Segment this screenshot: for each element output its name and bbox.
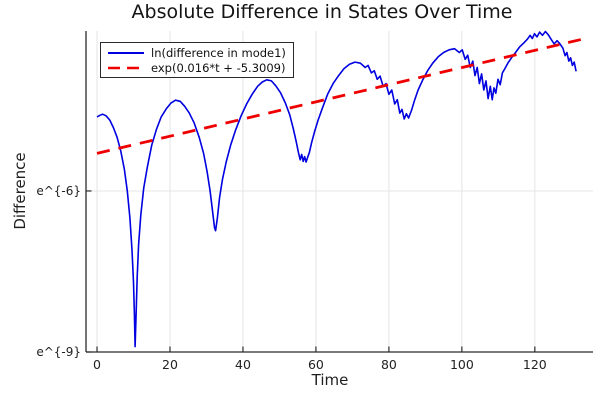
x-tick-label-100: 100 — [450, 357, 474, 372]
x-tick-label-20: 20 — [162, 357, 178, 372]
legend-label-fit-series: exp(0.016*t + -5.3009) — [151, 60, 286, 75]
y-tick-label--9: e^{-9} — [36, 345, 81, 359]
legend-item-data-series: ln(difference in mode1) — [107, 45, 287, 60]
legend-label-data-series: ln(difference in mode1) — [151, 45, 286, 60]
x-tick-label-0: 0 — [93, 357, 101, 372]
x-tick-label-40: 40 — [235, 357, 251, 372]
y-axis-label: Difference — [11, 152, 29, 230]
legend-line-sample-solid — [108, 51, 144, 54]
data-line — [96, 30, 577, 348]
x-tick-label-120: 120 — [523, 357, 547, 372]
x-axis-label: Time — [311, 371, 349, 389]
fit-line — [96, 37, 583, 155]
y-tick-label--6: e^{-6} — [36, 184, 81, 198]
x-tick-label-80: 80 — [381, 357, 397, 372]
legend-line-sample-dashed — [108, 66, 144, 69]
chart-title: Absolute Difference in States Over Time — [131, 1, 513, 23]
legend-item-fit-series: exp(0.016*t + -5.3009) — [107, 60, 287, 75]
legend-box: ln(difference in mode1) exp(0.016*t + -5… — [100, 42, 294, 78]
x-tick-label-60: 60 — [308, 357, 324, 372]
